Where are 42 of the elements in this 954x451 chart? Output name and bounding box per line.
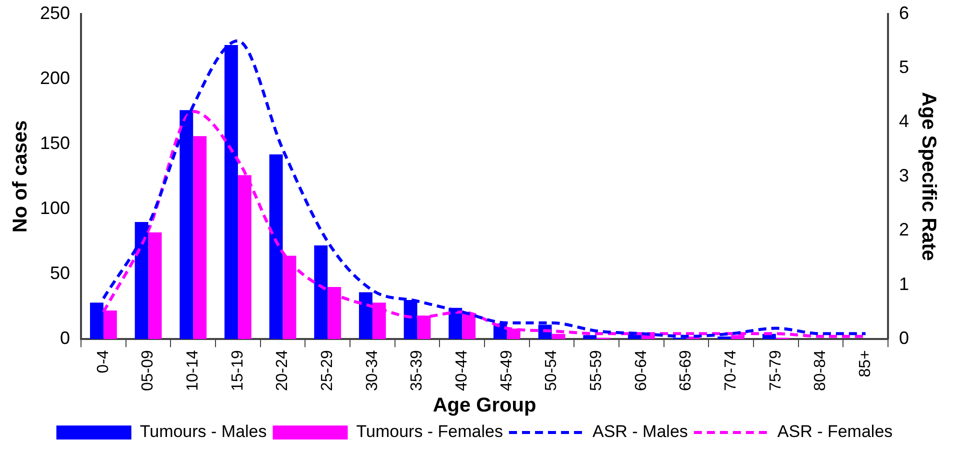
bar: [193, 136, 207, 340]
x-tick-label: 40-44: [454, 350, 470, 391]
x-tick-label: 30-34: [364, 350, 381, 391]
legend-label: ASR - Females: [777, 422, 893, 442]
bar: [90, 302, 104, 340]
y-tick-label: 200: [40, 68, 70, 88]
y2-tick-label: 5: [898, 56, 910, 77]
x-tick-label: 05-09: [140, 350, 157, 391]
y2-tick-label: 2: [898, 220, 910, 240]
x-tick-label: 45-49: [498, 350, 516, 391]
y2-tick-label: 6: [898, 2, 910, 23]
x-tick-label: 85+: [856, 350, 874, 378]
x-tick-label: 55-59: [588, 350, 605, 391]
x-tick-label: 65-69: [678, 350, 695, 391]
y-tick-label: 50: [50, 262, 70, 283]
bar: [583, 335, 597, 340]
x-tick-label: 70-74: [722, 350, 740, 391]
legend-label: Tumours - Females: [356, 422, 503, 442]
y-axis-title: No of cases: [10, 120, 32, 233]
x-tick-label: 25-29: [319, 350, 336, 391]
y-tick-label: 250: [40, 2, 70, 23]
x-tick-label: 75-79: [767, 350, 784, 391]
x-tick-label: 35-39: [408, 350, 426, 391]
y-tick-label: 150: [40, 132, 70, 153]
x-tick-label: 10-14: [184, 350, 202, 391]
line-series: [102, 39, 868, 338]
y-tick-label: 100: [40, 198, 70, 218]
x-tick-label: 20-24: [274, 350, 292, 391]
legend-label: Tumours - Males: [140, 422, 267, 442]
legend-label: ASR - Males: [592, 422, 688, 442]
x-tick-label: 15-19: [229, 350, 246, 391]
x-tick-label: 50-54: [543, 350, 560, 391]
y-tick-label: 0: [60, 328, 70, 348]
x-tick-label: 0-4: [94, 350, 112, 374]
x-tick-label: 80-84: [812, 350, 830, 391]
x-tick-label: 60-64: [632, 350, 650, 391]
y2-tick-label: 3: [898, 165, 910, 186]
y2-axis-title: Age Specific Rate: [917, 92, 940, 261]
y2-tick-label: 4: [898, 111, 910, 132]
y2-tick-label: 1: [898, 274, 910, 294]
x-axis-title: Age Group: [432, 394, 536, 417]
y2-tick-label: 0: [898, 328, 910, 348]
